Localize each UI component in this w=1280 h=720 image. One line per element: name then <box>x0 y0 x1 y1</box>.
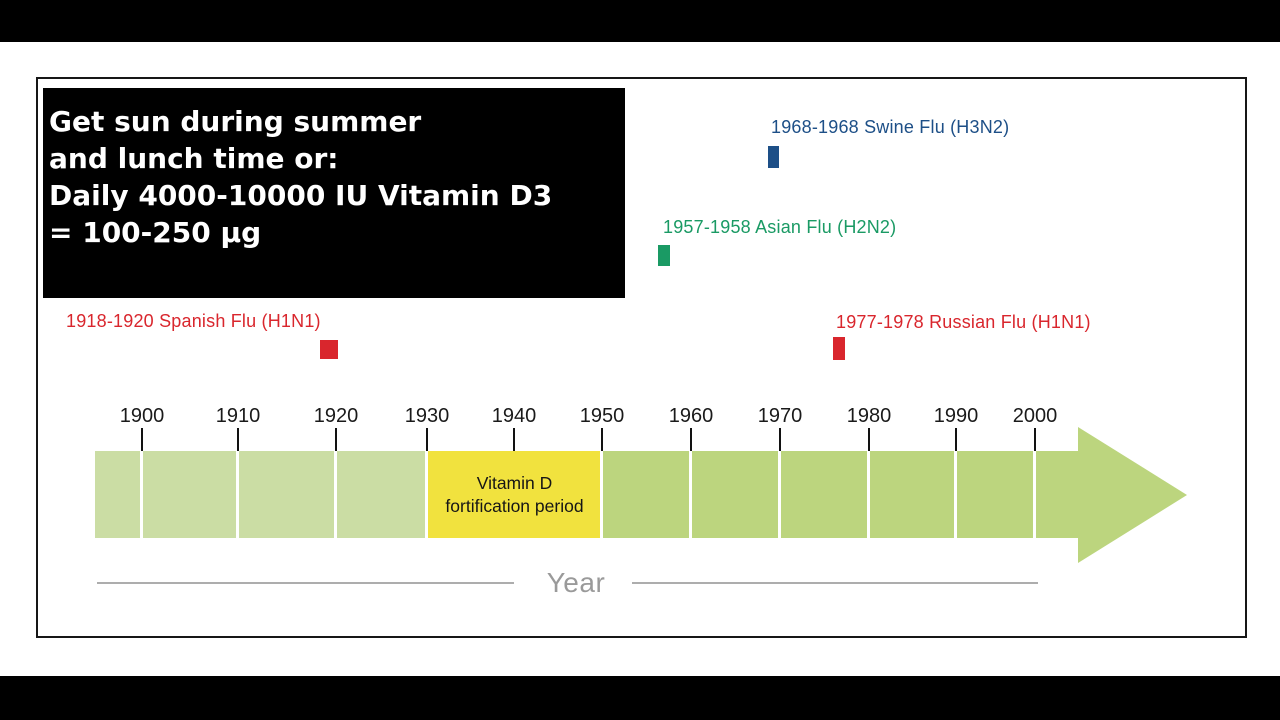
tick-label-1950: 1950 <box>579 405 625 427</box>
timeline-bar-early <box>95 451 427 538</box>
tick-label-1990: 1990 <box>933 405 979 427</box>
bar-divider <box>867 451 870 538</box>
slide-canvas: Get sun during summer and lunch time or:… <box>0 42 1280 676</box>
fortification-label-line: fortification period <box>445 495 584 516</box>
tick-label-1920: 1920 <box>313 405 359 427</box>
event-marker-spanish-flu <box>320 340 338 359</box>
event-marker-swine-flu <box>768 146 779 168</box>
tick-label-1970: 1970 <box>757 405 803 427</box>
bar-divider <box>954 451 957 538</box>
event-label-swine-flu: 1968-1968 Swine Flu (H3N2) <box>771 117 1010 137</box>
event-label-russian-flu: 1977-1978 Russian Flu (H1N1) <box>836 312 1091 332</box>
bar-divider <box>140 451 143 538</box>
event-marker-asian-flu <box>658 245 670 266</box>
bar-divider <box>334 451 337 538</box>
fortification-period-label: Vitamin D fortification period <box>445 472 583 518</box>
axis-label-year: Year <box>546 567 606 598</box>
tick-mark-1980 <box>868 428 870 451</box>
title-card-line: and lunch time or: <box>49 142 339 175</box>
tick-mark-1920 <box>335 428 337 451</box>
timeline-bar-late <box>602 451 1080 538</box>
tick-mark-1930 <box>426 428 428 451</box>
tick-mark-1910 <box>237 428 239 451</box>
axis-rule-left <box>97 582 514 584</box>
tick-label-1940: 1940 <box>491 405 537 427</box>
tick-label-1980: 1980 <box>846 405 892 427</box>
timeline-bar-fortification: Vitamin D fortification period <box>427 451 602 538</box>
tick-mark-1970 <box>779 428 781 451</box>
tick-mark-1950 <box>601 428 603 451</box>
event-label-spanish-flu: 1918-1920 Spanish Flu (H1N1) <box>66 311 321 331</box>
bar-divider <box>236 451 239 538</box>
event-marker-russian-flu <box>833 337 845 360</box>
event-label-asian-flu: 1957-1958 Asian Flu (H2N2) <box>663 217 897 237</box>
title-card-line: Daily 4000-10000 IU Vitamin D3 <box>49 179 553 212</box>
bar-divider <box>689 451 692 538</box>
figure-border-frame <box>36 77 1247 638</box>
bar-divider <box>1033 451 1036 538</box>
bar-divider <box>425 451 428 538</box>
tick-label-2000: 2000 <box>1012 405 1058 427</box>
bar-divider <box>600 451 603 538</box>
title-card: Get sun during summer and lunch time or:… <box>43 88 625 298</box>
title-card-line: Get sun during summer <box>49 105 422 138</box>
tick-mark-1990 <box>955 428 957 451</box>
tick-label-1910: 1910 <box>215 405 261 427</box>
tick-label-1930: 1930 <box>404 405 450 427</box>
bar-divider <box>778 451 781 538</box>
tick-label-1900: 1900 <box>119 405 165 427</box>
title-card-line: = 100-250 µg <box>49 216 262 249</box>
axis-rule-right <box>632 582 1038 584</box>
fortification-label-line: Vitamin D <box>476 472 553 493</box>
tick-label-1960: 1960 <box>668 405 714 427</box>
tick-mark-1940 <box>513 428 515 451</box>
timeline-arrow-head <box>1078 427 1187 563</box>
tick-mark-2000 <box>1034 428 1036 451</box>
tick-mark-1900 <box>141 428 143 451</box>
tick-mark-1960 <box>690 428 692 451</box>
